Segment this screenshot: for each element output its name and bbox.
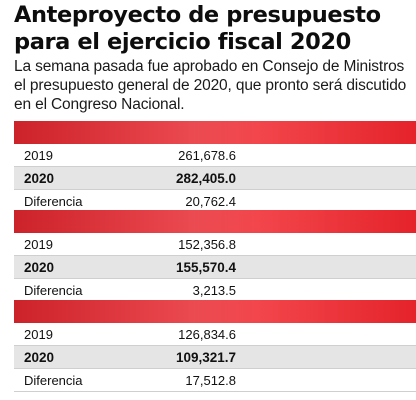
- table-row: Diferencia 3,213.5: [14, 279, 416, 302]
- intro-text: La semana pasada fue aprobado en Consejo…: [14, 58, 407, 113]
- table-row: 2019 126,834.6: [14, 323, 416, 346]
- table-row: 2019 261,678.6: [14, 144, 416, 167]
- row-label: 2020: [24, 171, 55, 186]
- row-label: Diferencia: [24, 194, 83, 209]
- row-label: 2020: [24, 350, 55, 365]
- row-value: 17,512.8: [185, 373, 236, 388]
- section-header-bar: [14, 300, 416, 323]
- row-value: 20,762.4: [185, 194, 236, 209]
- row-value: 3,213.5: [192, 283, 236, 298]
- row-label: 2019: [24, 148, 53, 163]
- budget-table-1: 2019 261,678.6 2020 282,405.0 Diferencia…: [14, 121, 416, 213]
- page-title: Anteproyecto de presupuesto para el ejer…: [14, 2, 414, 56]
- table-row: 2019 152,356.8: [14, 233, 416, 256]
- table-row: Diferencia 17,512.8: [14, 369, 416, 392]
- table-row: 2020 155,570.4: [14, 256, 416, 279]
- budget-table-3: 2019 126,834.6 2020 109,321.7 Diferencia…: [14, 300, 416, 392]
- row-label: Diferencia: [24, 373, 83, 388]
- row-value: 155,570.4: [175, 260, 236, 275]
- row-value: 282,405.0: [175, 171, 236, 186]
- title-line-2: para el ejercicio fiscal 2020: [14, 29, 351, 55]
- row-label: 2019: [24, 237, 53, 252]
- budget-table-2: 2019 152,356.8 2020 155,570.4 Diferencia…: [14, 210, 416, 302]
- table-row: 2020 282,405.0: [14, 167, 416, 190]
- row-label: Diferencia: [24, 283, 83, 298]
- row-value: 152,356.8: [178, 237, 236, 252]
- section-header-bar: [14, 121, 416, 144]
- row-value: 109,321.7: [175, 350, 236, 365]
- row-label: 2019: [24, 327, 53, 342]
- table-row: 2020 109,321.7: [14, 346, 416, 369]
- row-value: 261,678.6: [178, 148, 236, 163]
- section-header-bar: [14, 210, 416, 233]
- row-value: 126,834.6: [178, 327, 236, 342]
- row-label: 2020: [24, 260, 55, 275]
- title-line-1: Anteproyecto de presupuesto: [14, 2, 381, 28]
